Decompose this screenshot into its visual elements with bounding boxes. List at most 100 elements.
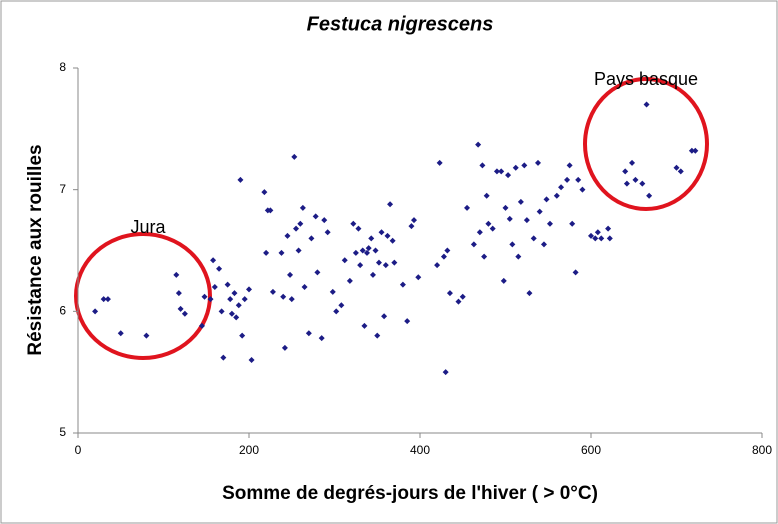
point [588, 232, 594, 239]
point [374, 332, 381, 339]
point [287, 271, 294, 278]
point [235, 302, 242, 309]
point [629, 159, 636, 166]
point [384, 232, 391, 239]
point [350, 220, 357, 227]
point [569, 220, 576, 227]
point [346, 277, 353, 284]
point [543, 196, 550, 203]
point [485, 220, 492, 227]
point [233, 314, 240, 321]
point [301, 284, 308, 290]
point [365, 245, 372, 252]
point [459, 293, 466, 300]
annotation: Pays basque [594, 69, 698, 89]
y-tick-label: 7 [59, 182, 66, 196]
point [646, 192, 653, 199]
point [314, 269, 321, 276]
point [481, 253, 488, 260]
point [92, 308, 99, 315]
point [299, 204, 306, 211]
point [517, 198, 524, 205]
point [329, 288, 336, 295]
x-tick-label: 600 [581, 443, 601, 457]
point [399, 281, 406, 288]
point [143, 332, 150, 339]
point [489, 225, 496, 232]
point [308, 235, 315, 242]
point [483, 192, 490, 199]
point [677, 168, 684, 175]
point [295, 247, 302, 254]
point [181, 310, 188, 317]
highlight-ellipse [583, 77, 709, 211]
point [566, 162, 573, 169]
point [246, 286, 252, 293]
point [436, 159, 443, 166]
point [378, 229, 385, 236]
y-axis-label: Résistance aux rouilles [25, 144, 46, 355]
x-tick-label: 400 [410, 443, 430, 457]
point [218, 308, 225, 315]
point [509, 241, 516, 248]
point [639, 180, 646, 187]
point [361, 322, 368, 329]
point [536, 208, 543, 215]
point [211, 284, 218, 290]
point [643, 101, 650, 108]
point [505, 172, 512, 179]
point [104, 296, 111, 303]
point [592, 235, 599, 242]
point [512, 164, 519, 171]
x-tick-label: 800 [752, 443, 772, 457]
point [553, 192, 560, 199]
point [239, 332, 246, 339]
point [175, 290, 182, 297]
point [502, 204, 509, 211]
point [359, 247, 366, 254]
point [173, 271, 180, 278]
point [575, 176, 582, 183]
point [321, 217, 328, 224]
point [521, 162, 528, 169]
point [598, 235, 605, 242]
point [411, 217, 418, 224]
point [440, 253, 447, 260]
point [389, 237, 396, 244]
point [372, 247, 379, 254]
point [493, 168, 500, 175]
point [375, 259, 382, 266]
point [261, 189, 268, 196]
point [475, 141, 482, 148]
point [324, 229, 331, 236]
point [444, 247, 451, 254]
point [673, 164, 680, 171]
point [387, 201, 394, 208]
point [363, 249, 370, 256]
point [201, 293, 208, 300]
point [278, 249, 285, 256]
point [357, 262, 364, 269]
point [237, 176, 244, 183]
point [288, 296, 295, 303]
point [442, 369, 449, 376]
point [297, 220, 304, 227]
point [408, 223, 415, 230]
point [207, 296, 214, 303]
y-tick-label: 5 [59, 425, 66, 439]
point [381, 313, 388, 320]
point [241, 296, 248, 303]
point [500, 277, 507, 284]
point [100, 296, 107, 303]
point [558, 184, 565, 191]
x-tick-label: 200 [239, 443, 259, 457]
point [318, 335, 325, 342]
point [269, 288, 276, 295]
point [506, 215, 513, 222]
point [216, 265, 223, 272]
point [227, 296, 234, 303]
point [606, 235, 613, 242]
point [605, 225, 612, 232]
